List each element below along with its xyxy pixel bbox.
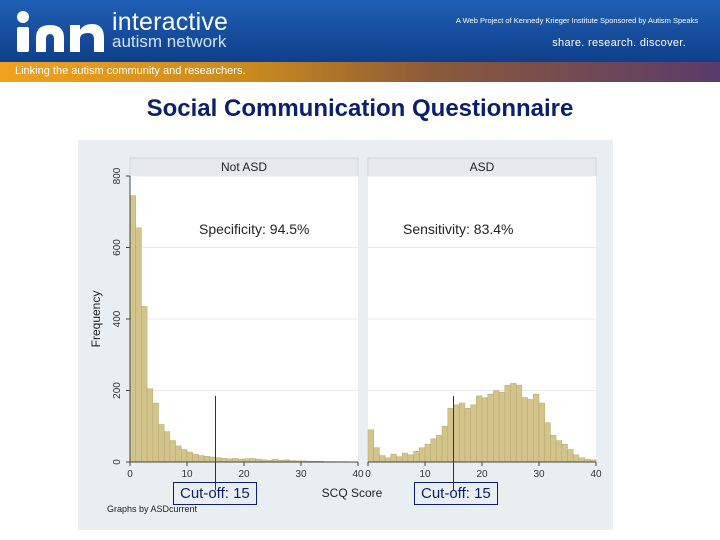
project-note: A Web Project of Kennedy Krieger Institu… — [455, 16, 698, 25]
sensitivity-label: Sensitivity: 83.4% — [403, 221, 514, 237]
histogram-bar — [544, 422, 551, 463]
histogram-bar — [481, 397, 488, 463]
x-tick-label: 10 — [419, 469, 431, 480]
x-tick-label: 20 — [238, 469, 250, 480]
cutoff-label-not-asd: Cut-off: 15 — [173, 482, 257, 505]
panel-title: ASD — [470, 160, 495, 174]
histogram-bar — [555, 440, 563, 463]
histogram-bar — [538, 402, 545, 463]
histogram-bar — [390, 453, 397, 463]
histogram-bar — [521, 397, 528, 463]
histogram-bar — [181, 449, 188, 463]
histogram-bar — [220, 458, 228, 463]
x-axis-title: SCQ Score — [322, 486, 383, 500]
histogram-bar — [407, 454, 414, 463]
brand-line-2: autism network — [112, 32, 227, 51]
histogram-bar — [436, 434, 443, 463]
histogram-bar — [249, 458, 256, 463]
histogram-bar — [215, 457, 222, 463]
histogram-bar — [567, 449, 574, 463]
ian-logo-icon[interactable] — [14, 8, 106, 52]
histogram-bar — [203, 456, 211, 463]
histogram-bar — [129, 195, 136, 463]
site-header: interactive autism network A Web Project… — [0, 0, 720, 62]
histogram-bar — [533, 393, 540, 463]
histogram-bar — [198, 455, 205, 463]
histogram-bar — [169, 440, 176, 463]
histogram-bar — [146, 388, 154, 463]
x-tick-label: 0 — [365, 469, 371, 480]
histogram-bar — [384, 457, 392, 463]
specificity-label: Specificity: 94.5% — [199, 221, 310, 237]
histogram-bar — [510, 383, 517, 463]
histogram-figure: Not ASD 0 10 20 30 40 ASD 0 10 20 30 40 0 200 400 600 80… — [78, 140, 613, 530]
histogram-bar — [458, 402, 466, 463]
histogram-bar — [192, 453, 199, 463]
histogram-bar — [401, 452, 409, 463]
histogram-bar — [441, 426, 449, 463]
cutoff-label-asd: Cut-off: 15 — [414, 482, 498, 505]
site-tagline: Linking the autism community and researc… — [15, 65, 246, 77]
histogram-bar — [504, 384, 511, 463]
histogram-bar — [550, 434, 557, 463]
histogram-bar — [453, 404, 460, 463]
histogram-bar — [487, 393, 494, 463]
x-tick-label: 30 — [295, 469, 307, 480]
histogram-bar — [373, 447, 380, 463]
histogram-bar — [419, 447, 426, 463]
y-tick-label: 800 — [112, 167, 123, 184]
histogram-bar — [464, 408, 471, 463]
histogram-bar — [379, 455, 386, 463]
x-tick-label: 0 — [127, 469, 133, 480]
histogram-bar — [561, 443, 568, 463]
panel-title: Not ASD — [221, 160, 267, 174]
histogram-bar — [578, 457, 585, 463]
histogram-bar — [152, 402, 159, 463]
histogram-bar — [413, 451, 420, 463]
tagline-strip — [0, 62, 720, 82]
x-tick-label: 40 — [590, 469, 602, 480]
site-motto: share. research. discover. — [552, 37, 686, 49]
histogram-bar — [430, 438, 437, 463]
page-title: Social Communication Questionnaire — [146, 95, 574, 122]
x-tick-label: 10 — [181, 469, 193, 480]
histogram-bar — [424, 443, 431, 463]
histogram-bar — [396, 456, 403, 463]
histogram-bar — [572, 454, 580, 463]
histogram-bar — [527, 399, 534, 463]
histogram-bar — [367, 429, 374, 463]
histogram-bar — [163, 431, 171, 463]
histogram-bar — [470, 404, 477, 463]
y-tick-label: 400 — [112, 310, 123, 327]
x-tick-label: 30 — [533, 469, 545, 480]
graph-credit: Graphs by ASDcurrent — [107, 504, 198, 514]
brand-line-1: interactive — [112, 8, 229, 36]
histogram-bar — [158, 424, 165, 463]
histogram-bar — [232, 458, 239, 463]
x-tick-label: 40 — [352, 469, 364, 480]
histogram-bar — [476, 395, 483, 463]
histogram-bar — [186, 451, 193, 463]
y-axis-title: Frequency — [89, 291, 103, 348]
histogram-bar — [493, 390, 500, 463]
histogram-bar — [498, 392, 506, 463]
histogram-bar — [515, 384, 523, 463]
histogram-bar — [141, 306, 148, 463]
histogram-bar — [135, 227, 142, 463]
y-tick-label: 200 — [112, 382, 123, 399]
histogram-bar — [209, 456, 216, 463]
histogram-bar — [175, 445, 182, 463]
histogram-bar — [447, 408, 454, 463]
y-tick-label: 0 — [112, 459, 123, 465]
y-tick-label: 600 — [112, 239, 123, 256]
x-tick-label: 20 — [476, 469, 488, 480]
